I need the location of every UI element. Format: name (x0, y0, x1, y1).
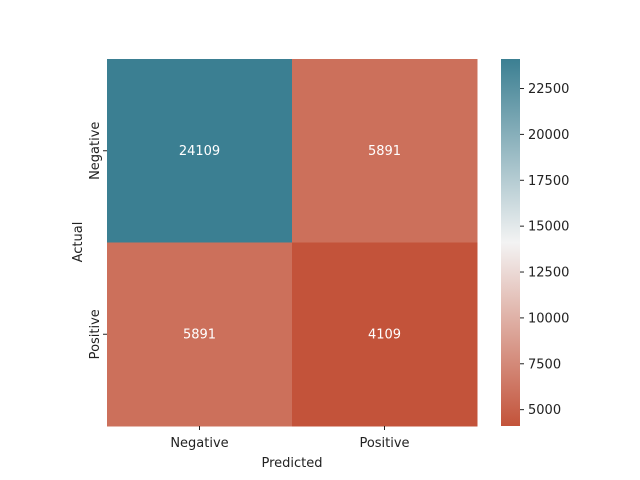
x-tick-label: Positive (359, 436, 409, 451)
y-axis-ticks: Negative Positive (88, 122, 107, 359)
colorbar-tick-label: 15000 (528, 220, 569, 235)
colorbar-ticks: 5000 7500 10000 12500 15000 17500 20000 22500 (520, 82, 569, 418)
colorbar-tick-label: 10000 (528, 311, 569, 326)
colorbar-tick-label: 22500 (528, 82, 569, 97)
x-tick-label: Negative (170, 436, 228, 451)
y-axis-label: Actual (71, 222, 86, 263)
colorbar-tick-label: 17500 (528, 174, 569, 189)
colorbar-tick-label: 12500 (528, 266, 569, 281)
cell-value-label: 5891 (368, 144, 401, 159)
colorbar-tick-label: 20000 (528, 128, 569, 143)
heatmap-cell-r1-c1 (292, 242, 478, 427)
y-tick-label: Positive (88, 309, 103, 359)
x-axis-ticks: Negative Positive (170, 426, 410, 451)
y-tick-label: Negative (88, 122, 103, 180)
colorbar (501, 59, 520, 426)
colorbar-tick-label: 7500 (528, 357, 561, 372)
heatmap-cell-r1-c0 (107, 242, 293, 427)
cell-value-label: 5891 (183, 327, 216, 342)
heatmap-cell-r0-c0 (107, 59, 293, 243)
cell-value-label: 4109 (368, 327, 401, 342)
cell-value-label: 24109 (179, 144, 220, 159)
colorbar-tick-label: 5000 (528, 403, 561, 418)
heatmap-cells (107, 59, 478, 427)
x-axis-label: Predicted (261, 456, 322, 471)
heatmap-cell-r0-c1 (292, 59, 478, 243)
heatmap-cell-labels: 24109 5891 5891 4109 (179, 144, 401, 343)
